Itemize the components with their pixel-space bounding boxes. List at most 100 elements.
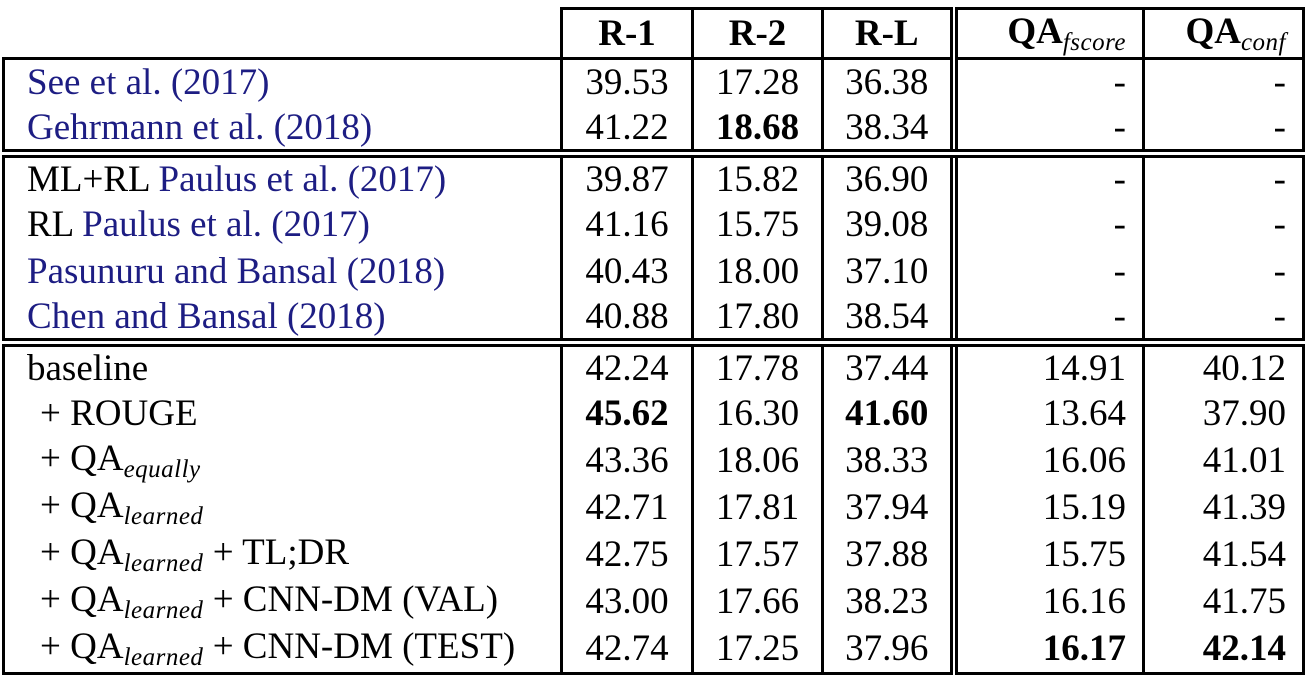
metric-cell: - xyxy=(1143,247,1305,295)
metric-cell: 37.10 xyxy=(845,250,929,292)
metric-cell: - xyxy=(1143,105,1305,153)
col-header-subscript: fscore xyxy=(1062,29,1126,56)
metric-cell: 15.82 xyxy=(692,148,824,201)
citation-link[interactable]: Gehrmann et al. (2018) xyxy=(27,106,373,148)
row-label-cell: Chen and Bansal (2018) xyxy=(2,294,563,342)
subscript-label: learned xyxy=(123,643,204,671)
metric-cell: - xyxy=(1143,200,1305,248)
metric-cell: 16.30 xyxy=(692,389,824,437)
metric-cell: 16.06 xyxy=(949,436,1145,484)
row-label-text: ML+RL xyxy=(27,158,159,200)
row-label-text: + TL;DR xyxy=(203,531,350,573)
results-table: R-1 R-2 R-L QAfscore QAconf See et al. (… xyxy=(2,7,1305,675)
metric-cell: 17.78 xyxy=(692,337,824,390)
metric-cell: 39.08 xyxy=(845,203,929,245)
metric-cell: 43.36 xyxy=(561,436,694,484)
col-header-label: R-L xyxy=(854,13,919,54)
citation-link[interactable]: See et al. (2017) xyxy=(27,62,270,104)
metric-cell: 17.57 xyxy=(692,530,824,578)
table-row: + QAlearned + CNN-DM (VAL) 43.00 17.66 38.2… xyxy=(2,577,1305,625)
row-label-text: RL xyxy=(27,203,83,245)
row-label-cell: Pasunuru and Bansal (2018) xyxy=(2,247,563,295)
header-row: R-1 R-2 R-L QAfscore QAconf xyxy=(3,7,1305,60)
metric-cell: 41.75 xyxy=(1143,577,1305,625)
row-label-cell: baseline xyxy=(2,337,563,390)
row-label-text: + CNN-DM (VAL) xyxy=(203,578,499,620)
metric-cell: 41.16 xyxy=(561,200,694,248)
col-header-rl: R-L xyxy=(822,7,954,60)
metric-cell: 17.28 xyxy=(692,58,824,106)
metric-cell: 43.00 xyxy=(561,577,694,625)
metric-cell: 41.39 xyxy=(1143,483,1305,531)
citation-link[interactable]: Chen and Bansal (2018) xyxy=(27,295,386,337)
metric-cell: 16.16 xyxy=(949,577,1145,625)
metric-cell: 38.34 xyxy=(845,106,929,148)
metric-cell: 40.43 xyxy=(561,247,694,295)
metric-cell: 37.44 xyxy=(822,337,954,390)
col-header-label: QA xyxy=(1007,11,1063,53)
metric-cell: 18.68 xyxy=(692,105,824,153)
table-row: + QAequally 43.36 18.06 38.33 16.06 41.01 xyxy=(2,436,1305,484)
col-header-qa-fscore: QAfscore xyxy=(949,7,1145,60)
metric-cell: 15.75 xyxy=(692,200,824,248)
metric-cell: 37.90 xyxy=(1143,389,1305,437)
metric-cell: 13.64 xyxy=(949,389,1145,437)
metric-cell: 40.12 xyxy=(1143,337,1305,390)
metric-cell: - xyxy=(1143,294,1305,342)
row-label-cell: See et al. (2017) xyxy=(2,58,563,106)
row-label-cell: + QAlearned xyxy=(2,483,563,531)
col-header-label: R-2 xyxy=(728,13,787,54)
table-body: See et al. (2017) 39.53 17.28 36.38- - Gehrma… xyxy=(2,58,1305,675)
row-label-cell: Gehrmann et al. (2018) xyxy=(2,105,563,153)
col-header-r2: R-2 xyxy=(692,7,824,60)
metric-cell: 15.75 xyxy=(949,530,1145,578)
metric-cell: 39.53 xyxy=(561,58,694,106)
row-label-text: + CNN-DM (TEST) xyxy=(203,625,516,667)
metric-cell: 17.80 xyxy=(692,294,824,342)
col-header-r1: R-1 xyxy=(561,7,694,60)
table-row: Gehrmann et al. (2018) 41.22 18.68 38.34- - xyxy=(2,105,1305,153)
citation-link[interactable]: Paulus et al. (2017) xyxy=(82,203,370,245)
metric-cell: 36.90 xyxy=(822,148,954,201)
metric-cell: 37.88 xyxy=(845,533,929,575)
table-row: + QAlearned + CNN-DM (TEST) 42.74 17.25 37.… xyxy=(2,624,1305,675)
row-label-cell: + QAlearned + TL;DR xyxy=(2,530,563,578)
citation-link[interactable]: Paulus et al. (2017) xyxy=(158,158,447,200)
row-label-cell: + ROUGE xyxy=(2,389,563,437)
metric-cell: 38.33 xyxy=(845,439,929,481)
metric-cell: 37.94 xyxy=(845,486,929,528)
row-label-text: + QA xyxy=(40,578,124,620)
metric-cell: 14.91 xyxy=(949,337,1145,390)
metric-cell: 18.06 xyxy=(692,436,824,484)
metric-cell: 42.74 xyxy=(561,624,694,675)
metric-cell: 37.96 xyxy=(822,624,954,675)
metric-cell: 17.66 xyxy=(692,577,824,625)
metric-cell: 45.62 xyxy=(561,389,694,437)
metric-cell: 41.54 xyxy=(1143,530,1305,578)
metric-cell: - xyxy=(1143,148,1305,201)
citation-link[interactable]: Pasunuru and Bansal (2018) xyxy=(27,250,446,292)
metric-cell: 42.75 xyxy=(561,530,694,578)
col-header-subscript: conf xyxy=(1240,29,1286,56)
metric-cell: - xyxy=(1143,58,1305,106)
metric-cell: 38.54 xyxy=(845,295,929,337)
metric-cell: 39.87 xyxy=(561,148,694,201)
row-label-text: + QA xyxy=(40,531,124,573)
table-row: Pasunuru and Bansal (2018) 40.43 18.00 37.1… xyxy=(2,247,1305,295)
row-label-text: + QA xyxy=(40,437,124,479)
table-row: See et al. (2017) 39.53 17.28 36.38- - xyxy=(2,58,1305,106)
metric-cell: 42.14 xyxy=(1143,624,1305,675)
col-header-label: QA xyxy=(1185,11,1241,53)
row-label-text: + QA xyxy=(40,484,124,526)
subscript-label: equally xyxy=(123,455,201,483)
table-row: RL Paulus et al. (2017) 41.16 15.75 39.08- - xyxy=(2,200,1305,248)
row-label-cell: RL Paulus et al. (2017) xyxy=(2,200,563,248)
col-header-label: R-1 xyxy=(598,13,656,54)
table-row: + ROUGE 45.62 16.30 41.60 13.64 37.90 xyxy=(2,389,1305,437)
metric-cell: - xyxy=(949,294,1145,342)
metric-cell: 17.81 xyxy=(692,483,824,531)
row-label-cell: + QAlearned + CNN-DM (TEST) xyxy=(2,624,563,675)
subscript-label: learned xyxy=(123,596,204,624)
metric-cell: 15.19 xyxy=(949,483,1145,531)
